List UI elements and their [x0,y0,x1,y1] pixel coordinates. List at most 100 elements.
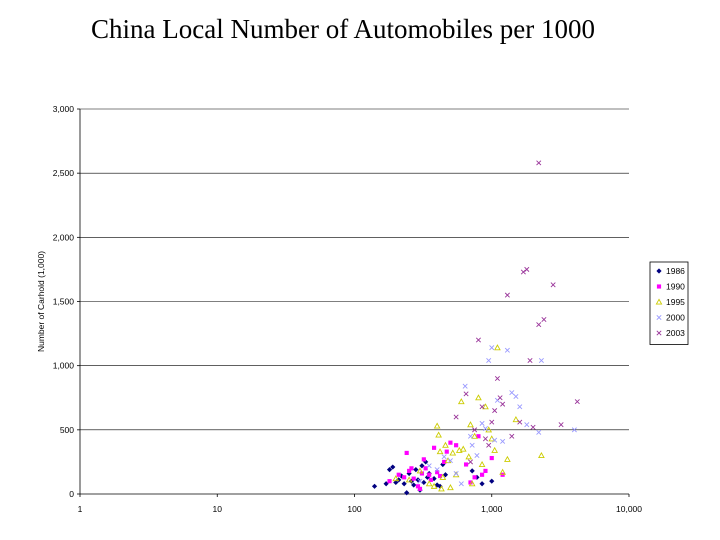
data-point [494,375,500,382]
data-point [489,419,495,425]
data-point [656,284,662,289]
legend-label: 1986 [666,266,685,276]
data-point [482,426,488,432]
data-point [472,427,478,433]
legend-label: 1990 [666,282,685,292]
data-point [467,433,474,439]
data-point [492,437,498,443]
y-tick-label: 2,500 [53,168,75,178]
data-point [504,455,511,462]
data-point [441,454,447,460]
data-point [494,344,501,351]
data-point [479,481,485,487]
data-point [402,475,407,480]
data-point [449,449,457,456]
legend-item-1986: 1986 [656,266,685,276]
data-point [467,459,474,465]
series-2003 [453,160,580,465]
data-point [497,395,503,401]
data-point [491,446,499,453]
data-point [435,431,442,438]
y-tick-label: 500 [60,425,74,435]
data-point [517,419,523,425]
legend-item-2003: 2003 [656,328,685,338]
data-point [417,486,423,491]
series-1990 [387,434,505,491]
data-point [469,468,475,474]
data-point [489,455,494,461]
data-point [392,475,400,482]
data-point [536,322,542,328]
data-point [471,432,478,439]
data-point [530,424,536,430]
x-tick-label: 100 [347,504,361,514]
legend: 1986 1990 1995 2000 2003 [649,261,689,345]
data-point [574,399,580,405]
data-point [421,479,427,486]
data-point [421,457,426,462]
data-point [479,472,485,477]
data-point [430,482,438,489]
data-point [655,298,663,305]
data-point [411,476,416,481]
data-point [405,476,413,483]
x-tick-labels: 1 10 100 1,000 10,000 [78,504,643,514]
x-tick-label: 1 [78,504,83,514]
data-point [500,472,505,477]
data-point [416,467,424,474]
data-point [390,464,396,470]
data-point [442,472,449,478]
data-point [527,358,533,364]
data-point [419,463,425,469]
data-point [486,442,492,448]
data-point [467,421,474,428]
data-point [419,471,425,476]
data-point [538,451,545,459]
data-point [500,401,506,407]
data-point [435,470,440,475]
x-tick-label: 10 [213,504,223,514]
data-point [415,477,421,483]
data-point [409,466,414,471]
data-point [423,466,428,471]
data-point [509,390,515,396]
legend-label: 2000 [666,313,685,323]
data-point [474,452,480,459]
data-point [401,481,407,487]
data-point [386,467,393,473]
data-point [415,484,421,489]
gridlines [80,108,629,431]
data-point [383,481,389,487]
legend-label: 1995 [666,297,685,307]
data-point [489,345,495,351]
data-point [512,416,520,423]
data-point [371,483,378,489]
data-point [520,269,526,275]
data-point [448,440,453,445]
data-point [455,446,463,453]
data-point [571,427,577,433]
y-axis-label: Number of Carhold (1,000) [36,251,46,352]
series-1995 [392,344,545,492]
data-point [475,394,482,401]
data-point [465,453,473,460]
data-point [454,443,459,448]
data-point [396,477,402,483]
data-point [459,445,467,452]
data-point [426,463,432,469]
data-point [434,467,440,473]
data-point [463,462,469,467]
data-point [427,472,432,477]
data-point [425,480,433,487]
data-point [475,337,481,343]
data-point [433,422,441,429]
data-point [478,460,486,468]
x-tick-label: 10,000 [616,504,642,514]
y-tick-label: 1,000 [53,361,75,371]
data-point [444,449,449,454]
data-point [458,481,464,487]
data-point [437,473,443,479]
data-point [468,480,476,487]
data-point [482,403,489,410]
